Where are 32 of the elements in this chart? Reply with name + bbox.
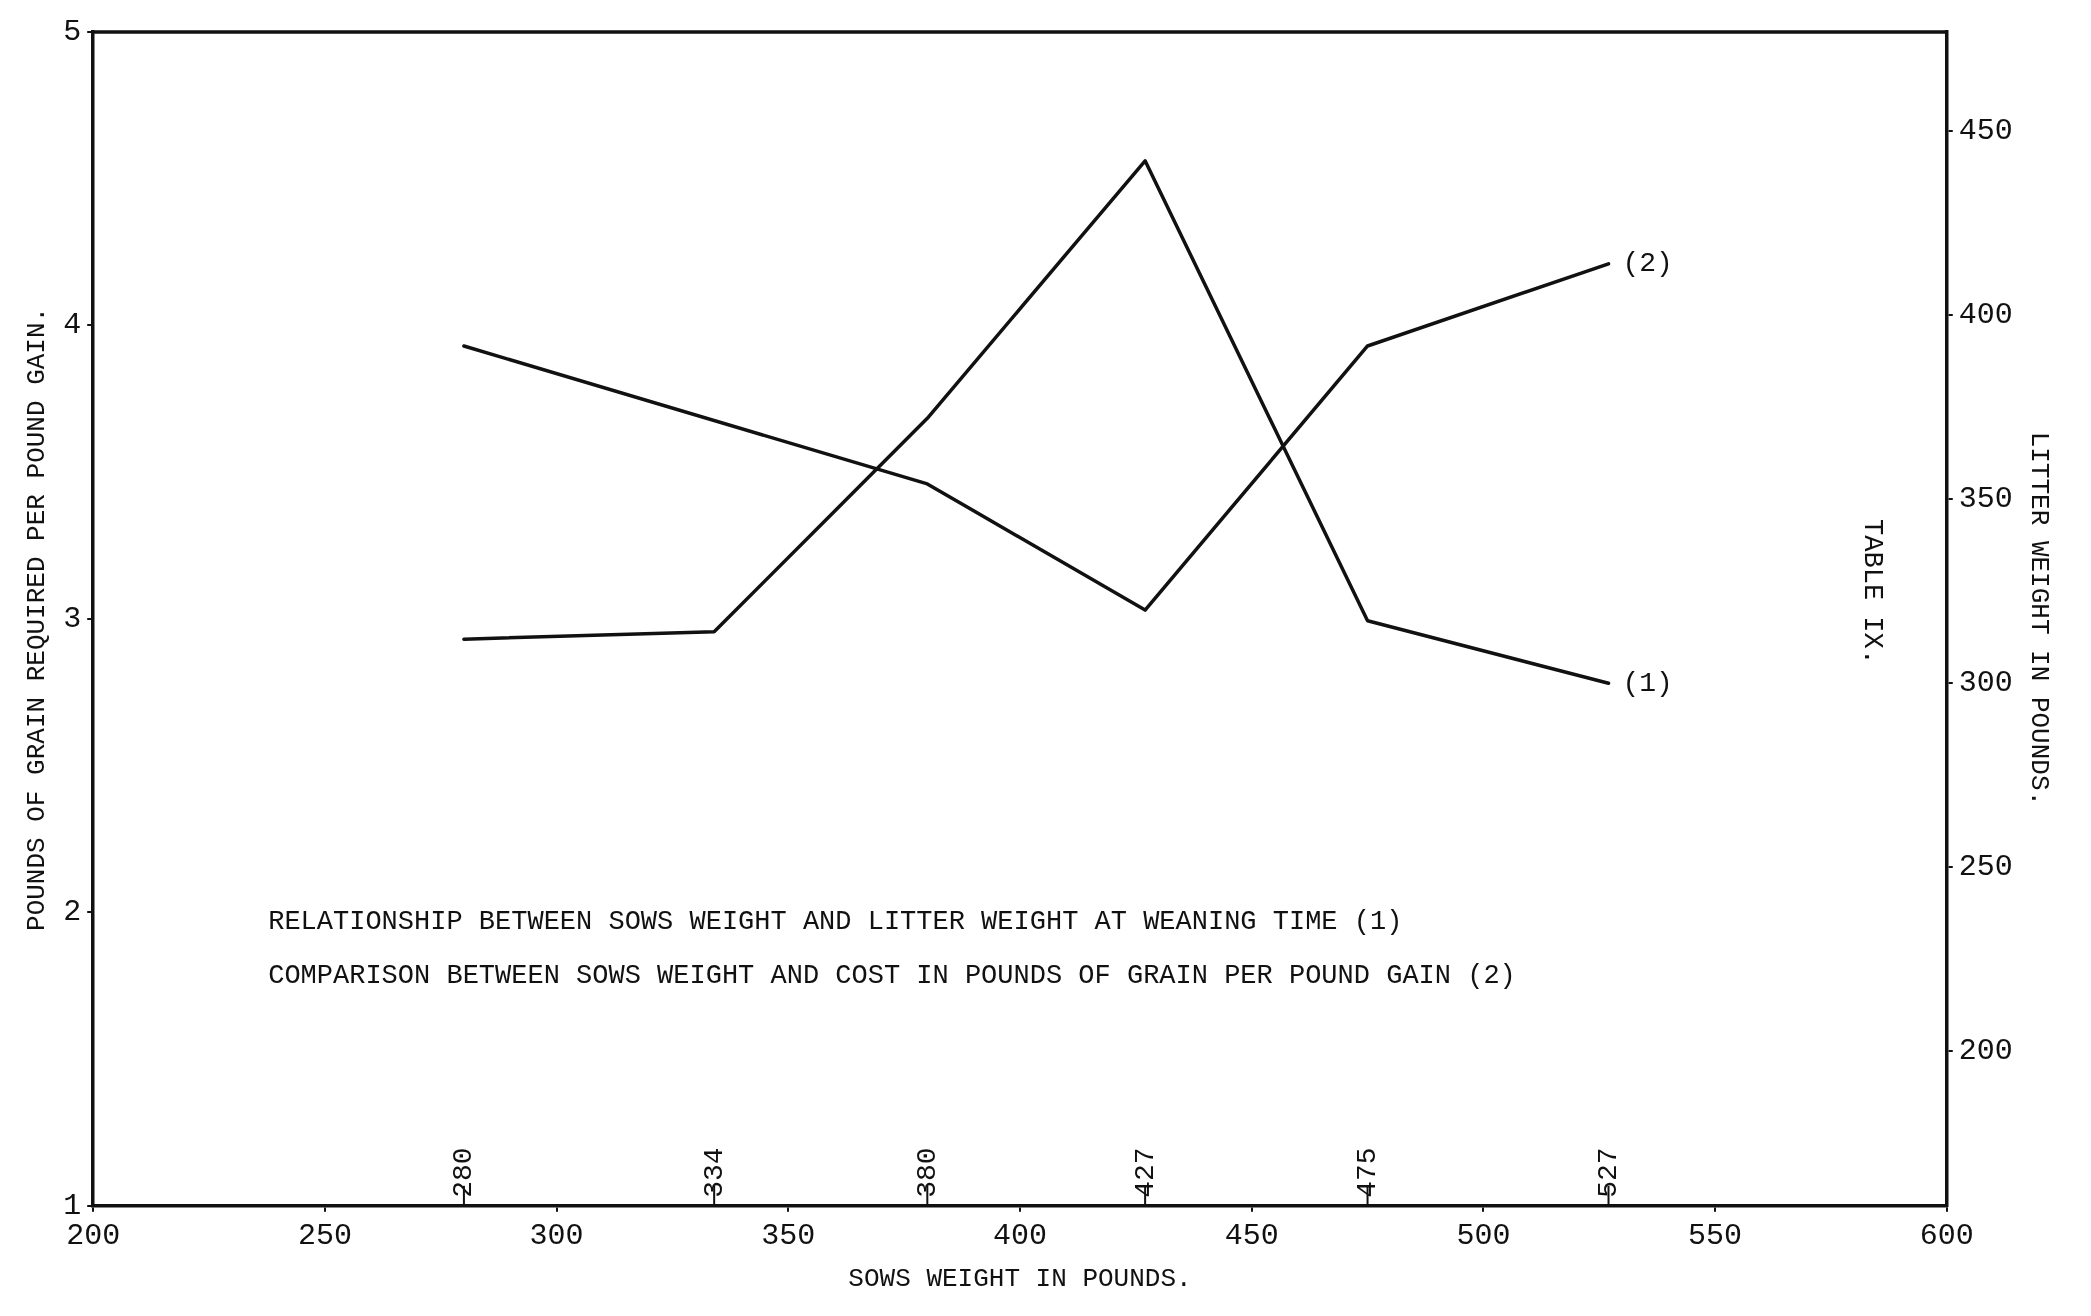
x-axis-title: SOWS WEIGHT IN POUNDS. <box>848 1264 1192 1295</box>
x-tick-label: 250 <box>297 1218 352 1253</box>
y-tick-label: 2 <box>63 895 82 930</box>
x-tick-label: 450 <box>1224 1218 1279 1253</box>
y2-tick-label: 450 <box>1958 114 2013 149</box>
y2-tick-label: 200 <box>1958 1034 2013 1069</box>
y2-axis-title: LITTER WEIGHT IN POUNDS. <box>2023 431 2054 807</box>
annotation: RELATIONSHIP BETWEEN SOWS WEIGHT AND LITTER WEIGHT AT WEANING TIME (1) <box>268 907 1403 938</box>
y-tick-label: 5 <box>63 14 82 49</box>
x-tick-label: 600 <box>1919 1218 1974 1253</box>
x-tick-label: 550 <box>1688 1218 1743 1253</box>
x-tick-label: 500 <box>1456 1218 1511 1253</box>
x2-tick-label: 380 <box>911 1147 943 1198</box>
y2-tick-label: 350 <box>1958 482 2013 517</box>
y2-tick-label: 300 <box>1958 666 2013 701</box>
annotation: TABLE IX. <box>1856 519 1887 665</box>
x-tick-label: 300 <box>529 1218 584 1253</box>
series-label: (2) <box>1622 248 1673 280</box>
y-tick-label: 3 <box>63 601 82 636</box>
x-tick-label: 350 <box>761 1218 816 1253</box>
y-axis-title: POUNDS OF GRAIN REQUIRED PER POUND GAIN. <box>22 306 53 931</box>
x2-tick-label: 427 <box>1129 1147 1161 1198</box>
y-tick-label: 4 <box>63 308 82 343</box>
y2-tick-label: 250 <box>1958 850 2013 885</box>
series-label: (1) <box>1622 667 1673 699</box>
x2-tick-label: 334 <box>698 1147 730 1198</box>
x-tick-label: 400 <box>992 1218 1047 1253</box>
x2-tick-label: 475 <box>1351 1147 1383 1198</box>
x2-tick-label: 280 <box>448 1147 480 1198</box>
annotation: COMPARISON BETWEEN SOWS WEIGHT AND COST IN POUNDS OF GRAIN PER POUND GAIN (2) <box>268 961 1516 992</box>
y2-tick-label: 400 <box>1958 298 2013 333</box>
x2-tick-label: 527 <box>1592 1147 1624 1198</box>
